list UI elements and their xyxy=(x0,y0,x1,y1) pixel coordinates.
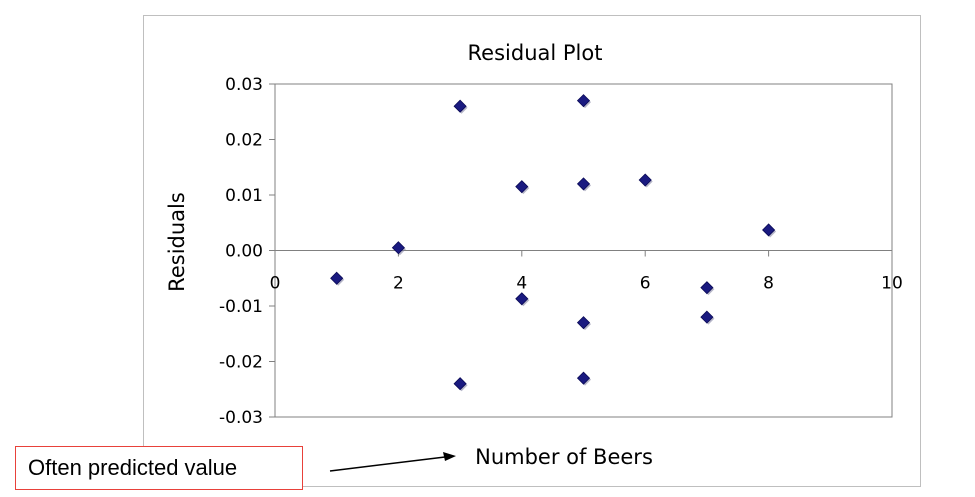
x-axis-title: Number of Beers xyxy=(475,445,653,469)
data-point xyxy=(330,271,344,285)
data-point xyxy=(576,177,591,191)
y-axis: -0.03 -0.02 -0.01 0.00 0.01 0.02 0.03 xyxy=(219,75,275,428)
data-point xyxy=(453,99,467,113)
annotation-arrow xyxy=(329,452,456,472)
x-tick-label: 10 xyxy=(881,274,903,294)
x-tick-label: 8 xyxy=(763,274,774,294)
data-point xyxy=(453,377,467,391)
data-point xyxy=(762,223,776,237)
data-point xyxy=(638,173,652,187)
y-tick-label: 0.02 xyxy=(225,131,263,151)
annotation-label: Often predicted value xyxy=(28,455,238,480)
data-point xyxy=(576,94,591,108)
data-point xyxy=(576,316,591,330)
data-point xyxy=(700,310,714,324)
y-tick-label: 0.01 xyxy=(225,186,263,206)
annotation-box: Often predicted value xyxy=(15,446,303,490)
x-tick-label: 6 xyxy=(640,274,651,294)
y-tick-label: -0.03 xyxy=(219,408,263,428)
data-point xyxy=(391,241,405,255)
y-tick-label: -0.01 xyxy=(219,297,263,317)
y-tick-label: 0.03 xyxy=(225,75,263,95)
x-tick-label: 4 xyxy=(516,274,527,294)
chart-title: Residual Plot xyxy=(468,41,603,65)
x-tick-label: 2 xyxy=(393,274,404,294)
x-axis: 0 2 4 6 8 10 xyxy=(270,250,903,294)
data-point xyxy=(700,281,714,295)
data-point xyxy=(515,292,529,306)
y-tick-label: 0.00 xyxy=(225,242,263,262)
data-point xyxy=(515,180,529,194)
data-points xyxy=(330,94,777,392)
y-tick-label: -0.02 xyxy=(219,353,263,373)
y-axis-title: Residuals xyxy=(165,192,189,292)
x-tick-label: 0 xyxy=(270,274,281,294)
data-point xyxy=(576,371,591,385)
